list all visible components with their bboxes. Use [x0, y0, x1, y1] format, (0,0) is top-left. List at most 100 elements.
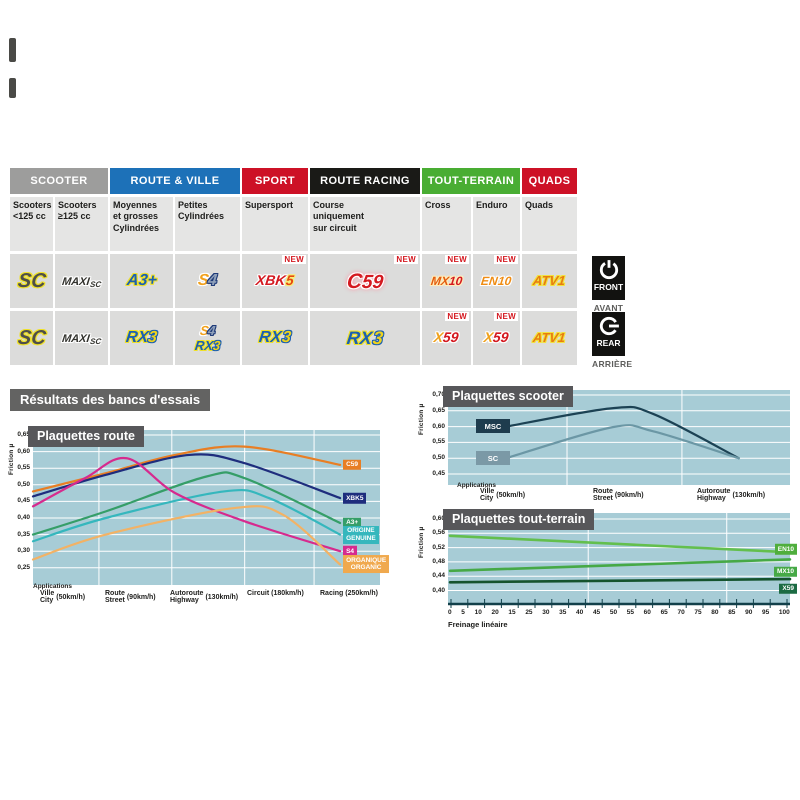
x-tick: 70	[677, 609, 685, 616]
x-tick: 95	[762, 609, 770, 616]
x-tick: 25	[525, 609, 533, 616]
x-axis-label: Ville City (50km/h)	[480, 488, 526, 503]
y-tick-label: 0,65	[432, 406, 445, 414]
y-tick-label: 0,52	[432, 543, 445, 551]
table-group-header: ROUTE RACING	[310, 168, 420, 194]
series-badge-origine: ORIGINE GENUINE	[343, 525, 379, 544]
product-cell-front: A3+	[110, 254, 173, 308]
table-subheader: Scooters <125 cc	[10, 197, 53, 251]
x-tick: 85	[728, 609, 736, 616]
print-artifact	[9, 78, 16, 98]
series-badge-x59: X59	[779, 583, 797, 594]
series-badge-s4: S4	[343, 545, 358, 557]
x-tick: 90	[745, 609, 753, 616]
x-tick: 5	[461, 609, 465, 616]
product-cell-front: S4	[175, 254, 240, 308]
table-subheader: Moyennes et grosses Cylindrées	[110, 197, 173, 251]
series-badge-mx10: MX10	[774, 566, 797, 578]
chart-route: Plaquettes route Friction µ 0,65 0,60 0,55 0,…	[8, 423, 400, 618]
y-tick-label: 0,50	[432, 454, 445, 462]
axis-caption: Freinage linéaire	[448, 620, 508, 629]
new-badge: NEW	[445, 312, 469, 321]
y-tick-label: 0,44	[432, 572, 445, 580]
x-axis-label: Ville City (50km/h)	[40, 590, 86, 605]
brake-disc-front-icon	[599, 260, 618, 280]
chart-title: Plaquettes scooter	[443, 386, 573, 407]
plot-area	[31, 430, 380, 585]
plot-area	[448, 390, 790, 485]
brake-disc-rear-icon	[599, 316, 619, 336]
table-group-header: SPORT	[242, 168, 308, 194]
results-heading: Résultats des bancs d'essais	[10, 389, 211, 411]
chart-tout-terrain: Plaquettes tout-terrain Friction µ 0,60 0,5…	[418, 508, 800, 638]
rear-position-block: REAR ARRIÈRE	[592, 312, 632, 369]
x-tick: 15	[508, 609, 516, 616]
product-cell-rear: RX3	[242, 311, 308, 365]
x-axis-label: Circuit (180km/h)	[247, 590, 304, 597]
rear-disc-icon: REAR	[592, 312, 625, 356]
y-axis-label: Friction µ	[418, 403, 425, 435]
x-axis-label: Autoroute Highway (130km/h)	[697, 488, 766, 503]
product-cell-rear: SC	[10, 311, 53, 365]
product-logo: RX3	[346, 327, 384, 348]
y-tick-label: 0,55	[17, 464, 30, 472]
series-badge-en10: EN10	[774, 544, 797, 555]
y-tick-label: 0,50	[17, 480, 30, 488]
front-position-block: FRONT AVANT	[592, 256, 625, 313]
table-subheader: Scooters ≥125 cc	[55, 197, 108, 251]
product-logo: X59	[433, 329, 460, 346]
product-cell-rear: RX3	[110, 311, 173, 365]
table-subheader: Supersport	[242, 197, 308, 251]
table-group-header: TOUT-TERRAIN	[422, 168, 520, 194]
y-tick-label: 0,25	[17, 563, 30, 571]
y-tick-label: 0,60	[17, 447, 30, 455]
product-logo: MX10	[429, 274, 464, 289]
axis-caption: Applications	[457, 482, 497, 489]
new-badge: NEW	[494, 312, 518, 321]
chart-scooter: Plaquettes scooter Friction µ 0,70 0,65 0,60…	[418, 385, 800, 510]
x-tick: 45	[592, 609, 601, 616]
x-tick: 50	[609, 609, 618, 616]
rear-label-en: REAR	[596, 338, 621, 348]
x-tick: 35	[559, 609, 567, 616]
series-badge-xbk5: XBK5	[343, 492, 367, 504]
product-logo: A3+	[125, 272, 158, 289]
new-badge: NEW	[394, 255, 418, 264]
product-logo: S4 RX3	[193, 322, 222, 353]
product-logo: RX3	[124, 329, 159, 346]
x-tick: 0	[448, 609, 452, 616]
y-tick-label: 0,48	[432, 557, 445, 565]
product-cell-front: ATV1	[522, 254, 577, 308]
series-legend-msc: MSC	[476, 419, 510, 433]
product-logo: MAXISC	[61, 333, 102, 347]
x-axis-label: Racing (250km/h)	[320, 590, 378, 597]
product-logo: SC	[16, 327, 47, 349]
product-cell-rear: ATV1	[522, 311, 577, 365]
y-tick-label: 0,60	[432, 422, 445, 430]
series-badge-a3+: A3+	[343, 517, 362, 529]
y-axis-label: Friction µ	[418, 526, 425, 558]
table-subheader: Enduro	[473, 197, 520, 251]
product-cell-front: NEW MX10	[422, 254, 471, 308]
y-tick-label: 0,56	[432, 529, 445, 537]
table-subheader: Quads	[522, 197, 577, 251]
product-cell-front: NEW XBK5	[242, 254, 308, 308]
x-tick: 55	[626, 609, 634, 616]
y-tick-label: 0,45	[432, 470, 445, 477]
x-tick: 30	[542, 609, 550, 616]
table-subheader: Cross	[422, 197, 471, 251]
new-badge: NEW	[494, 255, 518, 264]
product-logo: MAXISC	[61, 276, 102, 290]
new-badge: NEW	[282, 255, 306, 264]
y-tick-label: 0,70	[432, 391, 445, 398]
series-badge-c59: C59	[343, 459, 362, 471]
product-logo: RX3	[258, 329, 292, 346]
y-tick-label: 0,30	[17, 547, 30, 555]
print-artifact	[9, 38, 16, 62]
product-cell-rear: NEW X59	[473, 311, 520, 365]
x-tick: 10	[474, 609, 482, 616]
product-table: SCOOTER ROUTE & VILLE SPORT ROUTE RACING TOU…	[10, 168, 577, 365]
y-tick-label: 0,65	[17, 431, 30, 438]
product-cell-front: NEW C59	[310, 254, 420, 308]
